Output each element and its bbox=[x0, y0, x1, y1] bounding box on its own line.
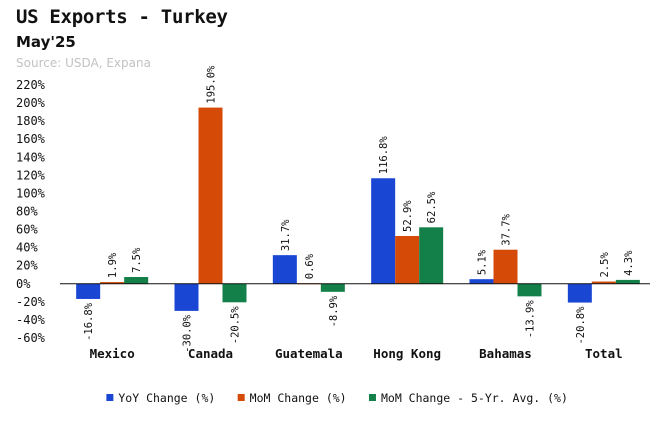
legend-label: YoY Change (%) bbox=[118, 391, 215, 405]
bar bbox=[591, 281, 616, 284]
y-tick-label: 140% bbox=[16, 150, 46, 164]
bar bbox=[100, 282, 125, 284]
y-tick-label: 180% bbox=[16, 114, 46, 128]
category-label: Guatemala bbox=[275, 346, 343, 361]
data-label: -20.8% bbox=[575, 306, 587, 345]
bar bbox=[493, 249, 518, 284]
y-tick-label: 220% bbox=[16, 78, 46, 92]
data-label: 1.9% bbox=[107, 252, 119, 278]
data-label: -8.9% bbox=[328, 295, 340, 327]
y-tick-label: 60% bbox=[16, 223, 38, 237]
y-tick-label: 120% bbox=[16, 168, 46, 182]
y-tick-label: 160% bbox=[16, 132, 46, 146]
y-tick-label: -40% bbox=[16, 313, 46, 327]
data-label: 0.6% bbox=[304, 253, 316, 279]
y-tick-label: 80% bbox=[16, 205, 38, 219]
data-label: 52.9% bbox=[402, 200, 414, 232]
chart-source: Source: USDA, Expana bbox=[16, 56, 151, 70]
chart-subtitle: May'25 bbox=[16, 33, 76, 51]
data-label: 2.5% bbox=[599, 252, 611, 278]
bar bbox=[469, 279, 494, 284]
bar bbox=[615, 279, 640, 284]
bar bbox=[371, 178, 396, 284]
legend-swatch bbox=[106, 394, 114, 401]
chart-title: US Exports - Turkey bbox=[16, 6, 228, 28]
bar bbox=[272, 255, 297, 284]
y-axis-ticks: -60% -40% -20% 0% 20% 40% 60% 80% 100% 120% 140% 16… bbox=[16, 78, 46, 345]
y-tick-label: 100% bbox=[16, 186, 46, 200]
legend-swatch bbox=[368, 394, 376, 401]
data-label: -16.8% bbox=[83, 302, 95, 341]
bar bbox=[419, 227, 444, 284]
bar bbox=[76, 283, 101, 299]
data-label: -30.0% bbox=[182, 314, 194, 353]
y-tick-label: -60% bbox=[16, 331, 46, 345]
bar bbox=[222, 283, 247, 303]
y-tick-label: 200% bbox=[16, 96, 46, 110]
bar bbox=[395, 235, 420, 284]
bar bbox=[198, 107, 223, 284]
bar bbox=[174, 283, 199, 311]
y-tick-label: 20% bbox=[16, 259, 38, 273]
bar bbox=[124, 277, 149, 284]
data-labels: -16.8% 1.9% 7.5% -30.0% 195.0% -20.5% 31.7% 0.6… bbox=[83, 65, 635, 353]
bars bbox=[76, 107, 640, 311]
data-label: 31.7% bbox=[280, 219, 292, 251]
data-label: 5.1% bbox=[477, 249, 489, 275]
data-label: 4.3% bbox=[623, 250, 635, 276]
bar bbox=[567, 283, 592, 303]
legend-label: MoM Change - 5-Yr. Avg. (%) bbox=[381, 391, 568, 405]
bar bbox=[517, 283, 542, 297]
data-label: -13.9% bbox=[525, 300, 537, 339]
data-label: 195.0% bbox=[206, 65, 218, 104]
data-label: 116.8% bbox=[378, 136, 390, 175]
legend: YoY Change (%) MoM Change (%) MoM Change -… bbox=[106, 391, 568, 405]
category-label: Bahamas bbox=[479, 346, 532, 361]
bar bbox=[320, 283, 345, 292]
legend-swatch bbox=[237, 394, 245, 401]
y-tick-label: -20% bbox=[16, 295, 46, 309]
data-label: -20.5% bbox=[230, 306, 242, 345]
x-axis-categories: Mexico Canada Guatemala Hong Kong Bahamas Tot… bbox=[90, 346, 623, 361]
legend-label: MoM Change (%) bbox=[250, 391, 347, 405]
category-label: Mexico bbox=[90, 346, 135, 361]
category-label: Hong Kong bbox=[373, 346, 441, 361]
data-label: 37.7% bbox=[501, 213, 513, 245]
category-label: Total bbox=[585, 346, 623, 361]
y-tick-label: 40% bbox=[16, 241, 38, 255]
category-label: Canada bbox=[188, 346, 233, 361]
data-label: 7.5% bbox=[131, 247, 143, 273]
y-tick-label: 0% bbox=[16, 277, 31, 291]
data-label: 62.5% bbox=[426, 191, 438, 223]
